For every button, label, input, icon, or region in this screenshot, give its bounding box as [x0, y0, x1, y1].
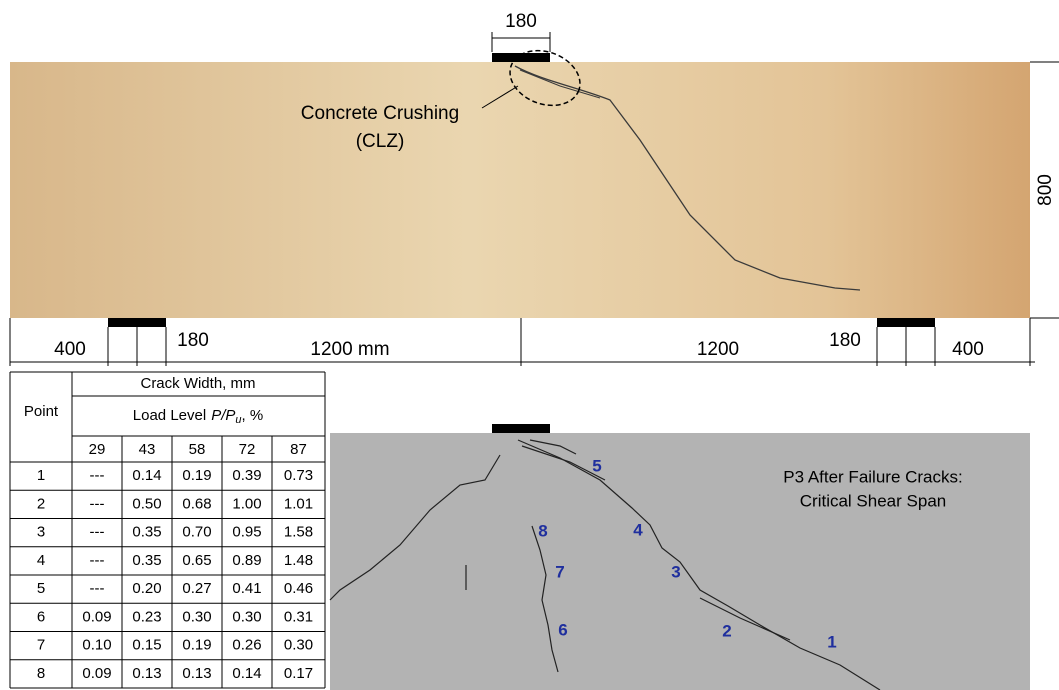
table-cell: 0.30 [182, 608, 211, 625]
table-cell: 0.23 [132, 608, 161, 625]
bottom-dimensions: 400 180 1200 mm 1200 180 400 [54, 330, 984, 360]
table-cell: 0.09 [82, 608, 111, 625]
dimension-label: 400 [952, 339, 984, 360]
point-label: 5 [592, 456, 601, 475]
dimension-label: 180 [505, 11, 537, 32]
table-cell: 0.73 [284, 467, 313, 484]
table-cell: 0.35 [132, 552, 161, 569]
diagram-title: Critical Shear Span [800, 491, 946, 510]
table-cell: --- [90, 552, 105, 569]
table-cell: 4 [37, 552, 45, 569]
table-cell: 0.10 [82, 637, 111, 654]
point-label: 2 [722, 621, 731, 640]
table-header: Crack Width, mm [140, 375, 255, 392]
load-level: 72 [239, 441, 256, 458]
dimension-label: 180 [829, 330, 861, 351]
header-part: /P [220, 407, 235, 424]
table-cell: 0.20 [132, 580, 161, 597]
header-part: Load Level [133, 407, 206, 424]
support-plate [877, 318, 935, 327]
table-cell: 0.19 [182, 467, 211, 484]
annotation: Concrete Crushing [301, 103, 459, 124]
header-part: P [211, 407, 221, 424]
load-level: 43 [139, 441, 156, 458]
load-level: 29 [89, 441, 106, 458]
table-cell: 0.09 [82, 665, 111, 682]
load-level: 87 [290, 441, 307, 458]
table-cell: 1.01 [284, 495, 313, 512]
table-cell: 0.17 [284, 665, 313, 682]
table-cell: 0.27 [182, 580, 211, 597]
table-cell: 0.41 [232, 580, 261, 597]
table-cell: 0.95 [232, 524, 261, 541]
table-cell: 1.58 [284, 524, 313, 541]
table-cell: 0.50 [132, 495, 161, 512]
dimension-label: 180 [177, 330, 209, 351]
table-cell: 0.89 [232, 552, 261, 569]
load-plate [492, 424, 550, 433]
point-label: 6 [558, 620, 567, 639]
table-cell: 3 [37, 524, 45, 541]
table-cell: --- [90, 524, 105, 541]
header-part: , % [242, 407, 264, 424]
diagram-title: P3 After Failure Cracks: [783, 467, 963, 486]
table-cell: 0.19 [182, 637, 211, 654]
dimension-label: 1200 mm [310, 339, 389, 360]
point-label: 3 [671, 562, 680, 581]
table-cell: 6 [37, 608, 45, 625]
table-cell: 0.30 [232, 608, 261, 625]
table-cell: 0.30 [284, 637, 313, 654]
figure: Concrete Crushing (CLZ) 180 800 40018012… [0, 0, 1059, 690]
table-cell: 0.15 [132, 637, 161, 654]
table-cell: 7 [37, 637, 45, 654]
table-cell: 0.35 [132, 524, 161, 541]
table-header: Point [24, 403, 59, 420]
table-cell: 0.68 [182, 495, 211, 512]
table-cell: 2 [37, 495, 45, 512]
table-cell: --- [90, 580, 105, 597]
annotation: (CLZ) [356, 131, 405, 152]
point-label: 7 [555, 562, 564, 581]
table-cell: 0.14 [132, 467, 161, 484]
table-cell: 5 [37, 580, 45, 597]
table-cell: 0.26 [232, 637, 261, 654]
table-cell: --- [90, 467, 105, 484]
table-cell: --- [90, 495, 105, 512]
load-level: 58 [189, 441, 206, 458]
table-cell: 0.31 [284, 608, 313, 625]
support-plate [108, 318, 166, 327]
table-cell: 0.13 [132, 665, 161, 682]
table-cell: 0.46 [284, 580, 313, 597]
dimension-label: 1200 [697, 339, 739, 360]
point-label: 8 [538, 521, 547, 540]
table-cell: 0.70 [182, 524, 211, 541]
table-cell: 1 [37, 467, 45, 484]
dimension-label: 800 [1035, 174, 1056, 206]
specimen-photo [10, 62, 1030, 318]
table-cell: 0.65 [182, 552, 211, 569]
table-cell: 1.00 [232, 495, 261, 512]
point-label: 4 [633, 520, 643, 539]
table-cell: 1.48 [284, 552, 313, 569]
table-cell: 0.14 [232, 665, 261, 682]
dimension-label: 400 [54, 339, 86, 360]
table-cell: 0.13 [182, 665, 211, 682]
point-label: 1 [827, 632, 836, 651]
table-cell: 0.39 [232, 467, 261, 484]
table-cell: 8 [37, 665, 45, 682]
